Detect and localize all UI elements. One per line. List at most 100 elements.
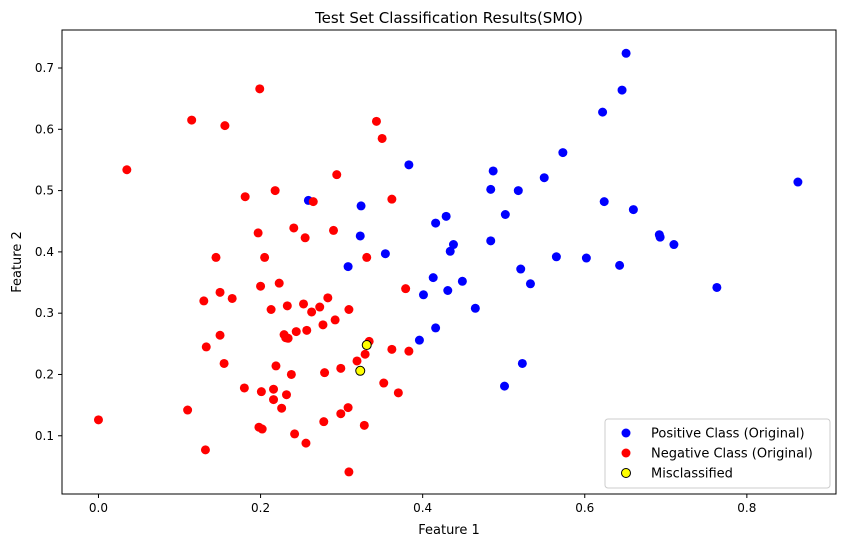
x-tick-label: 0.6 <box>575 501 594 515</box>
point-positive-23 <box>445 246 455 256</box>
point-positive-14 <box>500 210 510 219</box>
point-negative-46 <box>271 361 281 371</box>
point-negative-51 <box>239 383 249 393</box>
point-positive-11 <box>628 205 638 215</box>
point-positive-26 <box>581 253 591 263</box>
point-negative-59 <box>183 405 193 415</box>
point-negative-2 <box>371 116 381 126</box>
point-negative-62 <box>359 420 369 430</box>
plot-area <box>61 29 837 495</box>
y-tick-label: 0.2 <box>35 367 54 381</box>
point-positive-31 <box>457 276 467 286</box>
point-negative-58 <box>343 403 353 413</box>
point-positive-21 <box>486 236 496 246</box>
point-positive-9 <box>513 186 523 196</box>
point-negative-8 <box>240 192 250 202</box>
point-negative-1 <box>187 115 197 125</box>
point-positive-4 <box>793 177 803 187</box>
point-negative-18 <box>274 278 284 288</box>
point-positive-27 <box>343 262 353 272</box>
point-positive-33 <box>712 282 722 292</box>
point-negative-69 <box>344 467 354 477</box>
point-negative-13 <box>253 228 263 238</box>
point-positive-0 <box>621 48 631 58</box>
legend-label: Misclassified <box>651 467 733 482</box>
point-negative-66 <box>93 415 103 425</box>
point-positive-38 <box>414 335 424 345</box>
point-positive-19 <box>669 240 679 250</box>
point-positive-10 <box>599 197 609 207</box>
legend: Positive Class (Original) Negative Class … <box>604 418 831 489</box>
point-negative-48 <box>320 368 330 378</box>
point-negative-38 <box>283 333 293 343</box>
point-negative-36 <box>215 330 225 340</box>
legend-label: Negative Class (Original) <box>651 447 813 462</box>
point-positive-2 <box>598 107 608 117</box>
y-axis-ticks: 0.1 0.2 0.3 0.4 0.5 0.6 0.7 <box>35 61 62 443</box>
point-positive-16 <box>431 218 441 228</box>
point-negative-21 <box>215 287 225 297</box>
point-negative-61 <box>319 417 329 427</box>
point-negative-40 <box>201 342 211 352</box>
legend-frame <box>604 418 831 489</box>
point-negative-47 <box>336 363 346 373</box>
legend-marker <box>621 468 631 478</box>
point-negative-53 <box>256 387 266 397</box>
point-negative-28 <box>266 305 276 314</box>
y-tick-label: 0.7 <box>35 61 54 75</box>
point-negative-43 <box>360 349 370 359</box>
point-negative-6 <box>332 170 342 180</box>
point-negative-32 <box>318 320 328 330</box>
y-tick-label: 0.6 <box>35 122 54 136</box>
y-tick-label: 0.4 <box>35 245 54 259</box>
point-positive-13 <box>356 201 366 211</box>
point-negative-23 <box>227 293 237 303</box>
point-negative-9 <box>387 194 397 204</box>
point-positive-3 <box>558 148 568 158</box>
point-negative-22 <box>323 293 333 303</box>
point-negative-42 <box>404 346 414 356</box>
point-positive-34 <box>443 286 453 295</box>
data-points <box>93 48 803 477</box>
point-negative-65 <box>290 429 300 439</box>
point-negative-15 <box>362 252 372 262</box>
point-positive-32 <box>525 279 535 289</box>
point-negative-12 <box>289 223 299 233</box>
x-axis-label: Feature 1 <box>418 523 480 538</box>
point-negative-5 <box>122 165 132 175</box>
point-negative-34 <box>291 327 301 337</box>
point-negative-67 <box>301 438 311 448</box>
point-negative-24 <box>199 296 209 306</box>
point-negative-52 <box>269 384 279 394</box>
point-negative-41 <box>387 344 397 354</box>
point-negative-27 <box>315 302 325 312</box>
x-tick-label: 0.0 <box>89 501 108 515</box>
point-positive-39 <box>517 358 527 368</box>
x-tick-label: 0.4 <box>413 501 432 515</box>
point-positive-7 <box>404 160 414 170</box>
chart-title: Test Set Classification Results(SMO) <box>314 9 583 27</box>
point-positive-22 <box>448 240 458 250</box>
point-negative-33 <box>302 325 312 335</box>
point-negative-20 <box>401 284 411 294</box>
point-negative-25 <box>299 299 309 309</box>
y-tick-label: 0.1 <box>35 429 54 443</box>
point-negative-29 <box>344 305 354 314</box>
point-positive-5 <box>488 166 498 176</box>
point-negative-4 <box>377 133 387 143</box>
point-negative-16 <box>211 252 221 262</box>
point-positive-6 <box>539 173 549 183</box>
point-misclassified-1 <box>355 365 366 376</box>
y-axis-label: Feature 2 <box>10 231 25 293</box>
point-positive-8 <box>486 184 496 194</box>
point-negative-44 <box>352 356 362 366</box>
point-negative-50 <box>379 378 389 388</box>
legend-marker <box>621 428 631 438</box>
point-misclassified-0 <box>361 340 372 351</box>
point-positive-28 <box>615 260 625 270</box>
point-negative-14 <box>300 233 310 243</box>
point-negative-55 <box>282 390 291 400</box>
point-negative-45 <box>219 358 229 368</box>
point-negative-30 <box>307 307 317 317</box>
